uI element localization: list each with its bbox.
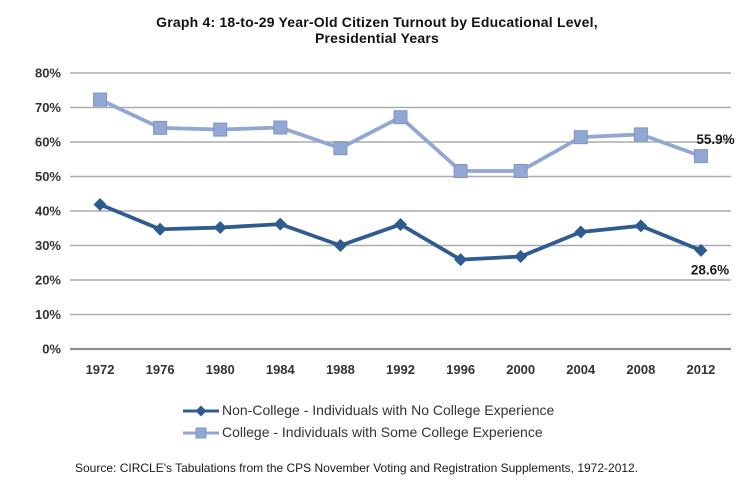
chart-legend: Non-College - Individuals with No Colleg… <box>183 403 554 440</box>
chart-title-line1: Graph 4: 18-to-29 Year-Old Citizen Turno… <box>156 14 598 30</box>
college-square-marker <box>453 163 468 178</box>
x-axis-tick-label: 1992 <box>386 362 415 377</box>
y-axis-tick-label: 60% <box>35 135 61 150</box>
non-college-diamond-marker <box>514 250 528 264</box>
college-line-marker-icon <box>183 426 219 440</box>
legend-label-non-college: Non-College - Individuals with No Colleg… <box>222 402 555 418</box>
non-college-diamond-marker <box>574 225 588 239</box>
non-college-line-marker-icon <box>183 404 219 418</box>
non-college-diamond-marker <box>694 243 708 257</box>
source-note: Source: CIRCLE's Tabulations from the CP… <box>75 461 639 475</box>
non-college-data-label: 28.6% <box>691 262 729 277</box>
legend-item-college: College - Individuals with Some College … <box>183 425 554 440</box>
chart-title-line2: Presidential Years <box>315 30 439 46</box>
non-college-diamond-marker <box>273 217 287 231</box>
y-axis-tick-label: 10% <box>35 307 61 322</box>
x-axis-tick-label: 1984 <box>266 362 296 377</box>
x-axis-tick-label: 2004 <box>566 362 596 377</box>
legend-label-college: College - Individuals with Some College … <box>222 424 543 440</box>
x-axis-tick-label: 1972 <box>86 362 115 377</box>
college-square-marker <box>633 127 648 142</box>
chart-svg: 0% 10% 20% 30% 40% 50% 60% 70% 80% 1972 1976 1980 19… <box>35 66 735 378</box>
college-square-marker <box>153 120 168 135</box>
x-axis-tick-label: 1980 <box>206 362 235 377</box>
x-axis-tick-label: 2000 <box>506 362 535 377</box>
college-square-marker <box>693 149 708 164</box>
x-axis-tick-label: 2008 <box>626 362 655 377</box>
y-axis-tick-label: 80% <box>35 66 61 81</box>
non-college-diamond-marker <box>153 222 167 236</box>
college-square-marker <box>213 122 228 137</box>
y-axis-tick-label: 20% <box>35 273 61 288</box>
college-square-marker <box>93 92 108 107</box>
x-axis-tick-label: 1976 <box>146 362 175 377</box>
college-data-label: 55.9% <box>696 132 734 147</box>
non-college-diamond-marker <box>333 239 347 252</box>
y-axis-tick-label: 40% <box>35 204 61 219</box>
college-square-marker <box>273 120 288 135</box>
college-square-marker <box>573 130 588 145</box>
y-axis-tick-label: 50% <box>35 169 61 184</box>
college-square-marker <box>393 110 408 125</box>
y-axis-tick-label: 30% <box>35 238 61 253</box>
y-axis-tick-label: 70% <box>35 100 61 115</box>
non-college-diamond-marker <box>454 253 468 267</box>
non-college-diamond-marker <box>213 221 227 235</box>
non-college-line <box>98 202 703 262</box>
x-axis-tick-label: 1996 <box>446 362 475 377</box>
legend-item-non-college: Non-College - Individuals with No Colleg… <box>183 403 554 418</box>
y-axis-tick-label: 0% <box>42 342 61 357</box>
non-college-diamond-marker <box>394 217 407 231</box>
college-square-marker <box>513 163 528 178</box>
x-axis-tick-label: 1988 <box>326 362 355 377</box>
non-college-diamond-marker <box>93 197 107 211</box>
x-axis-tick-label: 2012 <box>686 362 715 377</box>
non-college-diamond-marker <box>634 219 648 233</box>
college-square-marker <box>333 141 348 156</box>
chart-title: Graph 4: 18-to-29 Year-Old Citizen Turno… <box>0 14 754 46</box>
